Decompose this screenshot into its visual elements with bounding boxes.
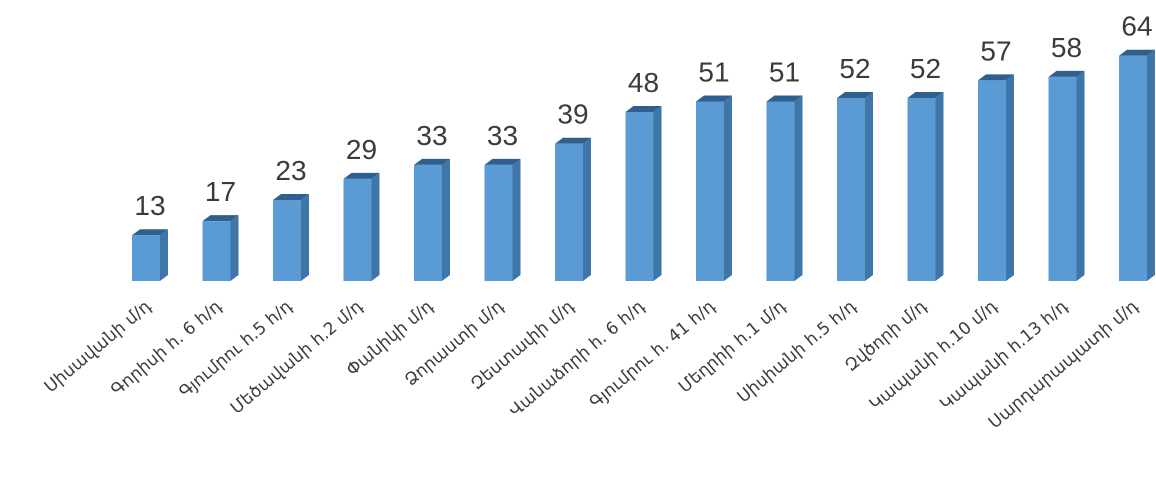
bar-side <box>442 158 450 281</box>
data-label: 29 <box>346 134 377 165</box>
bar-front <box>696 101 724 281</box>
bar-side <box>724 95 732 281</box>
bar <box>555 137 591 281</box>
category-label: Սիսիանի հ.5 հ/դ <box>734 296 861 407</box>
bar-front <box>625 112 654 281</box>
bar-top <box>484 158 521 165</box>
bar-front <box>414 164 442 281</box>
bar-side <box>301 194 309 281</box>
bar-top <box>132 229 168 236</box>
bar-top <box>625 106 662 113</box>
bar-top <box>978 74 1014 81</box>
bar-side <box>865 91 873 282</box>
bar-top <box>202 215 239 222</box>
bar-top <box>343 172 380 179</box>
bar-top <box>555 137 591 144</box>
data-label: 52 <box>910 53 941 84</box>
bar-top <box>766 95 803 102</box>
bar-top <box>414 158 450 165</box>
bar-side <box>160 229 168 281</box>
bar-front <box>343 178 372 281</box>
data-label: 48 <box>628 67 659 98</box>
bar-top <box>696 95 732 102</box>
bar-top <box>907 91 944 98</box>
bar <box>625 106 662 281</box>
bar-front <box>978 80 1006 281</box>
data-label: 64 <box>1121 11 1152 42</box>
data-label: 39 <box>557 99 588 130</box>
data-label: 51 <box>698 56 729 87</box>
bar-side <box>794 95 803 281</box>
bar-side <box>935 91 944 282</box>
bar <box>202 215 239 281</box>
bar-front <box>766 101 795 281</box>
data-label: 57 <box>980 35 1011 66</box>
bar <box>1119 49 1155 281</box>
bar <box>414 158 450 281</box>
bar <box>484 158 521 281</box>
bar-side <box>230 215 239 281</box>
bar-top <box>1048 70 1085 77</box>
bar-front <box>1119 55 1147 281</box>
category-label: Կապանի հ.13 հ/դ <box>936 296 1072 415</box>
bar-side <box>1076 70 1085 281</box>
bar-front <box>907 97 936 282</box>
bar <box>343 172 380 281</box>
bar <box>766 95 803 281</box>
bar <box>978 74 1014 281</box>
category-label: Մեծավանի հ.2 մ/դ <box>227 296 367 418</box>
bar-side <box>583 137 591 281</box>
category-label: Վանաձորի հ. 6 հ/դ <box>505 296 649 421</box>
bar-side <box>512 158 521 281</box>
bar <box>696 95 732 281</box>
bar-top <box>837 91 873 98</box>
bar <box>907 91 944 282</box>
data-label: 58 <box>1051 32 1082 63</box>
value-labels-group: 13 17 23 29 33 33 39 48 51 51 52 52 57 58 64 <box>134 11 1152 222</box>
data-label: 13 <box>134 190 165 221</box>
bar-top <box>1119 49 1155 56</box>
bar-front <box>555 143 583 281</box>
bar-front <box>1048 76 1077 281</box>
bar-front <box>484 164 513 281</box>
data-label: 52 <box>839 53 870 84</box>
category-label: Կապանի հ.10 մ/դ <box>866 296 1002 415</box>
bar-front <box>132 235 160 281</box>
bar-top <box>273 194 309 201</box>
bar <box>273 194 309 281</box>
bar <box>1048 70 1085 281</box>
data-label: 17 <box>205 176 236 207</box>
data-label: 33 <box>487 120 518 151</box>
data-label: 23 <box>275 155 306 186</box>
bar-side <box>1006 74 1014 281</box>
bar <box>132 229 168 281</box>
bar-front <box>273 200 301 281</box>
bar <box>837 91 873 282</box>
bars-group <box>132 49 1155 282</box>
data-label: 51 <box>769 56 800 87</box>
bar-side <box>1147 49 1155 281</box>
category-label: Գյումրու հ. 41 հ/դ <box>586 296 720 413</box>
bar-front <box>202 221 231 281</box>
bar-front <box>837 97 865 282</box>
bar-side <box>653 106 662 281</box>
data-label: 33 <box>416 120 447 151</box>
bar-side <box>371 172 380 281</box>
